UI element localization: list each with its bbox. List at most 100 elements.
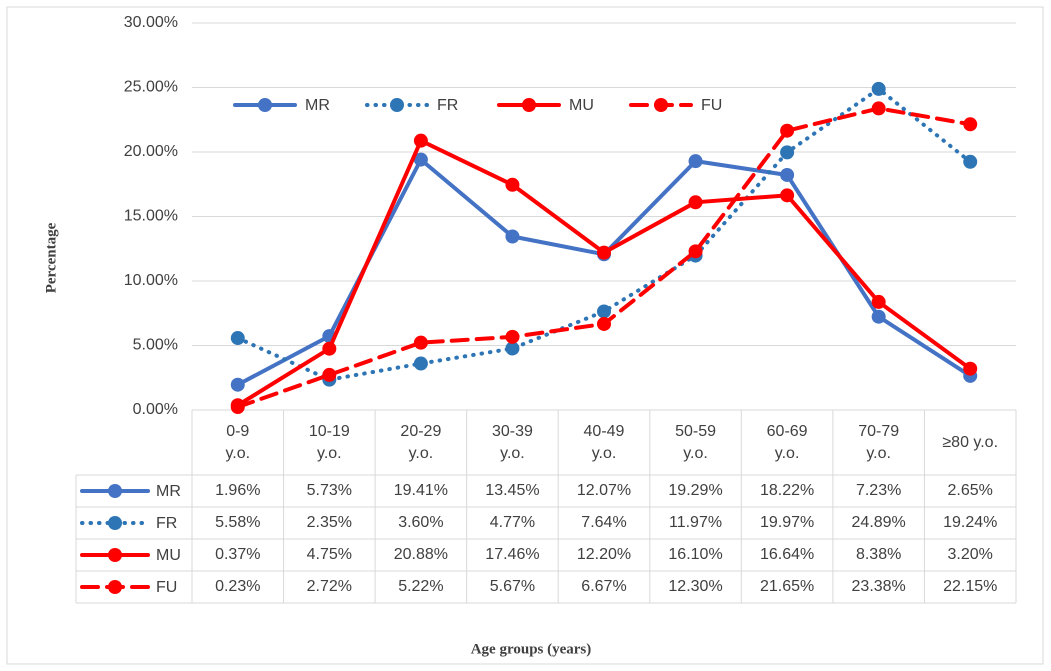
table-value: 19.97% <box>759 514 815 531</box>
table-value: 16.64% <box>759 546 815 563</box>
table-value: 6.67% <box>581 578 627 595</box>
x-tick-label: ≥80 y.o. <box>942 433 999 451</box>
data-point <box>780 145 795 160</box>
legend-marker <box>522 98 536 112</box>
table-legend-marker <box>108 484 122 498</box>
x-tick-label: 20-29 y.o. <box>400 422 442 462</box>
data-point <box>688 195 703 210</box>
table-value: 16.10% <box>668 546 723 563</box>
table-value: 0.37% <box>215 546 261 563</box>
table-row-label: MU <box>156 547 181 564</box>
table-row-label: FR <box>156 515 177 532</box>
data-point <box>597 304 611 319</box>
table-legend-marker <box>108 548 122 562</box>
x-tick-label: 40-49 y.o. <box>583 422 625 462</box>
y-tick-label: 15.00% <box>124 208 178 225</box>
data-point <box>413 335 428 350</box>
table-row-label: MR <box>156 483 181 500</box>
table-value: 2.72% <box>306 578 352 595</box>
data-point <box>230 331 245 346</box>
table-value: 12.20% <box>576 546 632 563</box>
legend-label: FU <box>701 97 722 114</box>
x-tick-label: 30-39 y.o. <box>491 422 533 462</box>
legend-marker <box>390 98 404 112</box>
x-tick-label: 0-9 y.o. <box>225 422 251 462</box>
legend-label: MU <box>569 97 594 114</box>
table-value: 13.45% <box>485 482 540 499</box>
table-value: 22.15% <box>943 578 998 595</box>
data-point <box>322 341 337 356</box>
data-point <box>413 356 428 371</box>
data-point <box>963 154 978 169</box>
table-value: 2.35% <box>306 514 352 531</box>
table-value: 19.24% <box>943 514 998 531</box>
table-row-label: FU <box>156 579 177 596</box>
table-value: 12.07% <box>576 482 632 499</box>
table-value: 1.96% <box>215 482 261 499</box>
data-point <box>505 341 520 356</box>
table-value: 4.77% <box>489 514 536 531</box>
legend-marker <box>654 98 668 112</box>
table-value: 5.58% <box>215 514 261 531</box>
data-point <box>871 294 886 309</box>
x-tick-label: 10-19 y.o. <box>308 422 350 462</box>
y-tick-label: 25.00% <box>124 79 178 96</box>
table-value: 20.88% <box>393 546 449 563</box>
data-point <box>505 229 520 244</box>
data-point <box>688 154 703 169</box>
table-value: 23.38% <box>851 578 906 595</box>
table-value: 5.22% <box>398 578 444 595</box>
data-point <box>413 133 428 148</box>
table-value: 0.23% <box>215 578 261 595</box>
table-value: 5.73% <box>306 482 352 499</box>
x-axis-title: Age groups (years) <box>471 641 592 657</box>
data-point <box>597 316 611 331</box>
data-point <box>322 367 337 382</box>
table-value: 24.89% <box>851 514 906 531</box>
x-tick-label: 70-79 y.o. <box>858 422 900 462</box>
data-point <box>230 400 245 415</box>
table-legend-marker <box>108 580 122 594</box>
table-value: 19.41% <box>393 482 449 499</box>
table-value: 2.65% <box>947 482 993 499</box>
table-value: 7.23% <box>855 482 902 499</box>
table-value: 19.29% <box>668 482 723 499</box>
series-line <box>235 86 973 382</box>
y-tick-label: 5.00% <box>133 337 178 354</box>
y-tick-label: 30.00% <box>124 14 178 31</box>
data-point <box>597 245 611 260</box>
table-value: 21.65% <box>759 578 815 595</box>
data-point <box>871 81 886 96</box>
data-point <box>871 309 886 324</box>
y-axis-title: Percentage <box>43 222 59 293</box>
data-point <box>963 361 978 376</box>
data-point <box>871 101 886 116</box>
y-tick-label: 0.00% <box>133 401 178 418</box>
table-value: 17.46% <box>485 546 540 563</box>
data-point <box>413 152 428 167</box>
y-tick-label: 10.00% <box>124 272 178 289</box>
y-tick-label: 20.00% <box>124 143 178 160</box>
data-point <box>780 167 795 182</box>
x-tick-label: 60-69 y.o. <box>766 422 808 462</box>
legend-label: MR <box>305 97 330 114</box>
table-legend-marker <box>108 516 122 530</box>
table-value: 5.67% <box>489 578 536 595</box>
data-point <box>688 244 703 259</box>
table-value: 3.60% <box>398 514 444 531</box>
table-value: 11.97% <box>669 514 723 531</box>
table-value: 18.22% <box>759 482 815 499</box>
data-point <box>230 377 245 392</box>
data-point <box>780 123 795 138</box>
table-value: 12.30% <box>668 578 723 595</box>
legend-label: FR <box>437 97 458 114</box>
data-point <box>505 329 520 344</box>
x-tick-label: 50-59 y.o. <box>675 422 716 462</box>
table-value: 4.75% <box>306 546 352 563</box>
data-point <box>780 188 795 203</box>
legend-marker <box>258 98 272 112</box>
data-point <box>505 177 520 192</box>
data-point <box>963 117 978 132</box>
